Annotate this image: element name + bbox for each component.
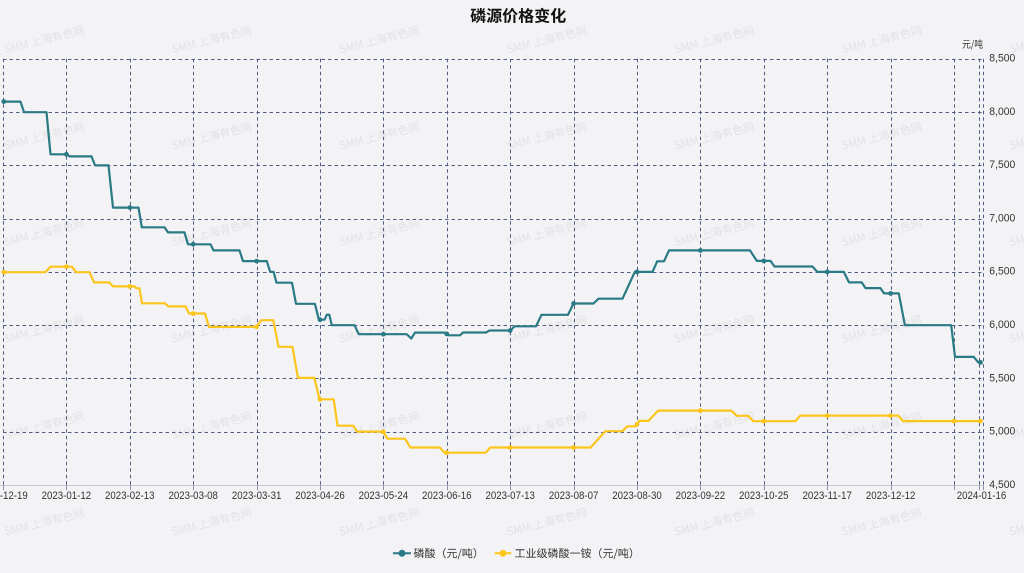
svg-text:2023-11-17: 2023-11-17: [802, 490, 852, 502]
svg-text:7,000: 7,000: [989, 212, 1015, 224]
svg-text:2023-02-13: 2023-02-13: [105, 490, 155, 502]
svg-text:2023-12-12: 2023-12-12: [866, 490, 916, 502]
svg-text:2023-01-12: 2023-01-12: [42, 490, 92, 502]
svg-text:2023-10-25: 2023-10-25: [739, 490, 789, 502]
svg-text:6,500: 6,500: [989, 266, 1015, 278]
svg-text:2023-07-13: 2023-07-13: [485, 490, 535, 502]
svg-text:2024-01-16: 2024-01-16: [957, 490, 1007, 502]
svg-text:2023-08-07: 2023-08-07: [549, 490, 599, 502]
svg-text:7,500: 7,500: [989, 159, 1015, 171]
svg-text:2023-03-31: 2023-03-31: [232, 490, 282, 502]
svg-text:5,000: 5,000: [989, 426, 1015, 438]
svg-text:2023-03-08: 2023-03-08: [168, 490, 218, 502]
svg-text:2023-05-24: 2023-05-24: [359, 490, 409, 502]
svg-text:8,500: 8,500: [989, 53, 1015, 65]
svg-text:2022-12-19: 2022-12-19: [0, 490, 28, 502]
svg-text:2023-06-16: 2023-06-16: [422, 490, 472, 502]
svg-text:2023-04-26: 2023-04-26: [295, 490, 345, 502]
svg-text:5,500: 5,500: [989, 372, 1015, 384]
svg-text:8,000: 8,000: [989, 106, 1015, 118]
svg-text:4,500: 4,500: [989, 479, 1015, 491]
svg-text:2023-08-30: 2023-08-30: [612, 490, 662, 502]
svg-text:6,000: 6,000: [989, 319, 1015, 331]
svg-text:2023-09-22: 2023-09-22: [676, 490, 726, 502]
